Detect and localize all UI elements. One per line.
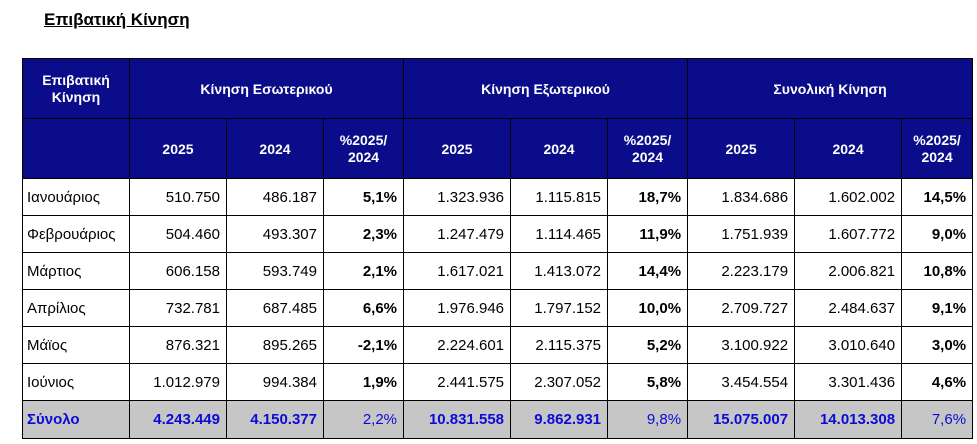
table-row: Μάϊος 876.321 895.265 -2,1% 2.224.601 2.115.3… [22,326,974,364]
value-cell: 1.976.946 [403,289,512,327]
value-cell: 486.187 [226,178,324,216]
value-cell: 510.750 [129,178,227,216]
pct-change-cell: 5,8% [607,363,689,401]
international-pct-header: %2025/ 2024 [607,118,689,179]
value-cell: 2.441.575 [403,363,512,401]
total-pct-cell: 9,8% [607,400,689,439]
value-cell: 3.301.436 [794,363,903,401]
value-cell: 2.484.637 [794,289,903,327]
total-row: Σύνολο 4.243.449 4.150.377 2,2% 10.831.558 9.… [22,400,974,439]
table-row: Ιούνιος 1.012.979 994.384 1,9% 2.441.575 2.30… [22,363,974,401]
value-cell: 1.751.939 [687,215,796,253]
header-year-row: 2025 2024 %2025/ 2024 2025 2024 %2025/ 2… [22,118,974,179]
month-cell: Μάϊος [22,326,130,364]
month-cell: Ιανουάριος [22,178,130,216]
total-value-cell: 14.013.308 [794,400,903,439]
value-cell: 1.012.979 [129,363,227,401]
total-year-previous: 2024 [794,118,903,179]
table-row: Ιανουάριος 510.750 486.187 5,1% 1.323.936 1.1… [22,178,974,216]
table-row: Απρίλιος 732.781 687.485 6,6% 1.976.946 1.797… [22,289,974,327]
value-cell: 994.384 [226,363,324,401]
pct-change-cell: 10,8% [901,252,974,290]
pct-change-cell: -2,1% [322,326,405,364]
value-cell: 3.010.640 [794,326,903,364]
month-cell: Μάρτιος [22,252,130,290]
domestic-pct-header: %2025/ 2024 [322,118,405,179]
table-row: Μάρτιος 606.158 593.749 2,1% 1.617.021 1.413.… [22,252,974,290]
total-value-cell: 4.150.377 [226,400,324,439]
pct-change-cell: 5,1% [322,178,405,216]
value-cell: 606.158 [129,252,227,290]
total-value-cell: 4.243.449 [129,400,227,439]
value-cell: 732.781 [129,289,227,327]
pct-change-cell: 14,4% [607,252,689,290]
total-value-cell: 15.075.007 [687,400,796,439]
total-pct-cell: 2,2% [322,400,405,439]
value-cell: 1.607.772 [794,215,903,253]
domestic-year-previous: 2024 [226,118,324,179]
value-cell: 1.797.152 [510,289,609,327]
pct-change-cell: 14,5% [901,178,974,216]
value-cell: 1.323.936 [403,178,512,216]
value-cell: 2.006.821 [794,252,903,290]
empty-header-cell [22,118,130,179]
value-cell: 876.321 [129,326,227,364]
pct-change-cell: 10,0% [607,289,689,327]
value-cell: 593.749 [226,252,324,290]
total-label: Σύνολο [22,400,130,439]
value-cell: 1.617.021 [403,252,512,290]
row-label-header: Επιβατική Κίνηση [22,58,130,119]
pct-change-cell: 11,9% [607,215,689,253]
value-cell: 2.224.601 [403,326,512,364]
total-year-current: 2025 [687,118,796,179]
total-value-cell: 10.831.558 [403,400,512,439]
pct-change-cell: 4,6% [901,363,974,401]
total-pct-header: %2025/ 2024 [901,118,974,179]
international-year-previous: 2024 [510,118,609,179]
value-cell: 2.709.727 [687,289,796,327]
total-group-header: Συνολική Κίνηση [687,58,974,119]
value-cell: 1.413.072 [510,252,609,290]
pct-change-cell: 9,1% [901,289,974,327]
value-cell: 1.834.686 [687,178,796,216]
value-cell: 1.602.002 [794,178,903,216]
value-cell: 504.460 [129,215,227,253]
pct-change-cell: 3,0% [901,326,974,364]
value-cell: 3.100.922 [687,326,796,364]
domestic-group-header: Κίνηση Εσωτερικού [128,58,405,119]
value-cell: 1.114.465 [510,215,609,253]
value-cell: 2.223.179 [687,252,796,290]
pct-change-cell: 2,3% [322,215,405,253]
month-cell: Ιούνιος [22,363,130,401]
pct-change-cell: 5,2% [607,326,689,364]
pct-change-cell: 18,7% [607,178,689,216]
header-group-row: Επιβατική Κίνηση Κίνηση Εσωτερικού Κίνησ… [22,58,974,119]
passenger-traffic-table: Επιβατική Κίνηση Κίνηση Εσωτερικού Κίνησ… [22,58,974,439]
value-cell: 2.115.375 [510,326,609,364]
month-cell: Απρίλιος [22,289,130,327]
value-cell: 1.115.815 [510,178,609,216]
value-cell: 895.265 [226,326,324,364]
value-cell: 3.454.554 [687,363,796,401]
total-value-cell: 9.862.931 [510,400,609,439]
total-pct-cell: 7,6% [901,400,974,439]
pct-change-cell: 9,0% [901,215,974,253]
value-cell: 2.307.052 [510,363,609,401]
international-year-current: 2025 [403,118,512,179]
pct-change-cell: 2,1% [322,252,405,290]
value-cell: 1.247.479 [403,215,512,253]
month-cell: Φεβρουάριος [22,215,130,253]
table-row: Φεβρουάριος 504.460 493.307 2,3% 1.247.479 1.… [22,215,974,253]
pct-change-cell: 6,6% [322,289,405,327]
value-cell: 493.307 [226,215,324,253]
domestic-year-current: 2025 [129,118,227,179]
international-group-header: Κίνηση Εξωτερικού [403,58,689,119]
pct-change-cell: 1,9% [322,363,405,401]
page-title: Επιβατική Κίνηση [44,10,190,29]
value-cell: 687.485 [226,289,324,327]
